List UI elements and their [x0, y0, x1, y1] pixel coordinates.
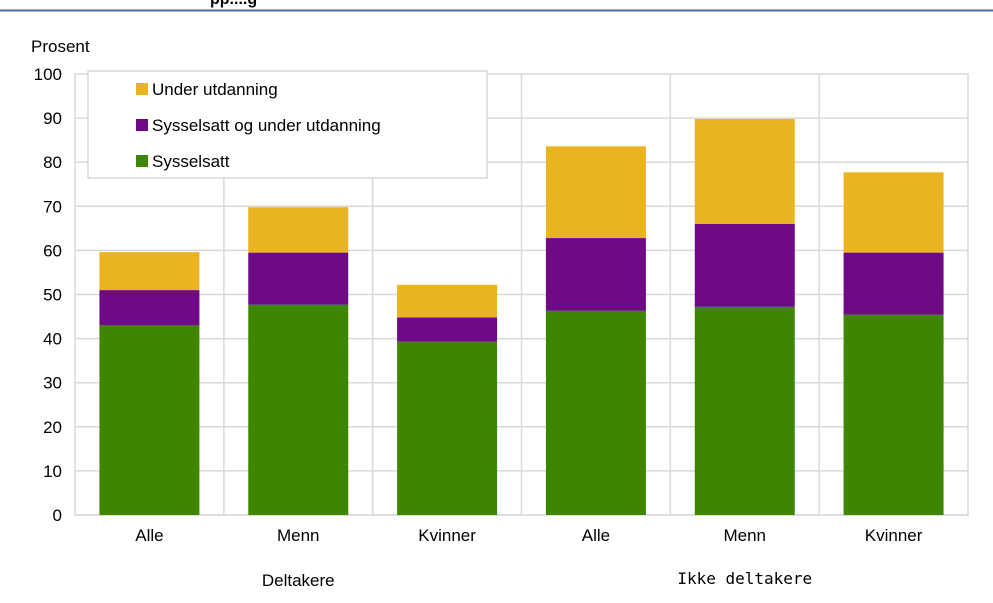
group-labels: Deltakere Ikke deltakere [262, 569, 812, 590]
bar-segment [99, 325, 200, 515]
x-tick-label: Menn [723, 526, 766, 545]
bar-segment [248, 207, 349, 253]
bar-segment [99, 252, 200, 291]
y-axis-label: Prosent [31, 37, 90, 56]
y-tick-label: 50 [43, 286, 62, 305]
group-label: Deltakere [262, 571, 335, 590]
x-tick-label: Alle [135, 526, 163, 545]
bar-segment [843, 252, 944, 315]
bar-segment [545, 310, 646, 515]
x-tick-label: Menn [277, 526, 320, 545]
bar-segment [397, 284, 498, 318]
bar-segment [694, 306, 795, 515]
bar-segment [694, 223, 795, 307]
x-tick-label: Alle [582, 526, 610, 545]
legend-entry: Sysselsatt [152, 152, 230, 171]
legend: Under utdanning Sysselsatt og under utdan… [87, 70, 488, 179]
legend-box [87, 70, 488, 179]
bar-segment [248, 304, 349, 515]
legend-swatch [136, 155, 148, 167]
x-tick-labels: Alle Menn Kvinner Alle Menn Kvinner [135, 526, 923, 545]
bar-segment [843, 314, 944, 515]
x-tick-label: Kvinner [865, 526, 923, 545]
y-tick-label: 80 [43, 153, 62, 172]
y-tick-label: 20 [43, 418, 62, 437]
bar-segment [694, 118, 795, 224]
y-tick-label: 70 [43, 197, 62, 216]
cut-chart-title: pp....g [210, 0, 257, 8]
bar-segment [545, 146, 646, 239]
group-label: Ikke deltakere [677, 569, 812, 588]
bar-segment [397, 317, 498, 342]
y-tick-label: 0 [53, 506, 62, 525]
x-tick-label: Kvinner [418, 526, 476, 545]
y-tick-label: 90 [43, 109, 62, 128]
bar-segment [545, 238, 646, 311]
bar-segment [99, 290, 200, 326]
y-tick-label: 100 [34, 65, 62, 84]
legend-entry: Under utdanning [152, 80, 278, 99]
bar-segment [843, 172, 944, 253]
legend-swatch [136, 83, 148, 95]
y-tick-label: 30 [43, 374, 62, 393]
bars [99, 118, 944, 515]
y-tick-label: 60 [43, 241, 62, 260]
y-tick-labels: 0 10 20 30 40 50 60 70 80 90 100 [34, 65, 62, 525]
legend-swatch [136, 119, 148, 131]
bar-segment [248, 252, 349, 305]
bar-segment [397, 341, 498, 515]
y-tick-label: 40 [43, 330, 62, 349]
legend-entry: Sysselsatt og under utdanning [152, 116, 381, 135]
y-tick-label: 10 [43, 462, 62, 481]
